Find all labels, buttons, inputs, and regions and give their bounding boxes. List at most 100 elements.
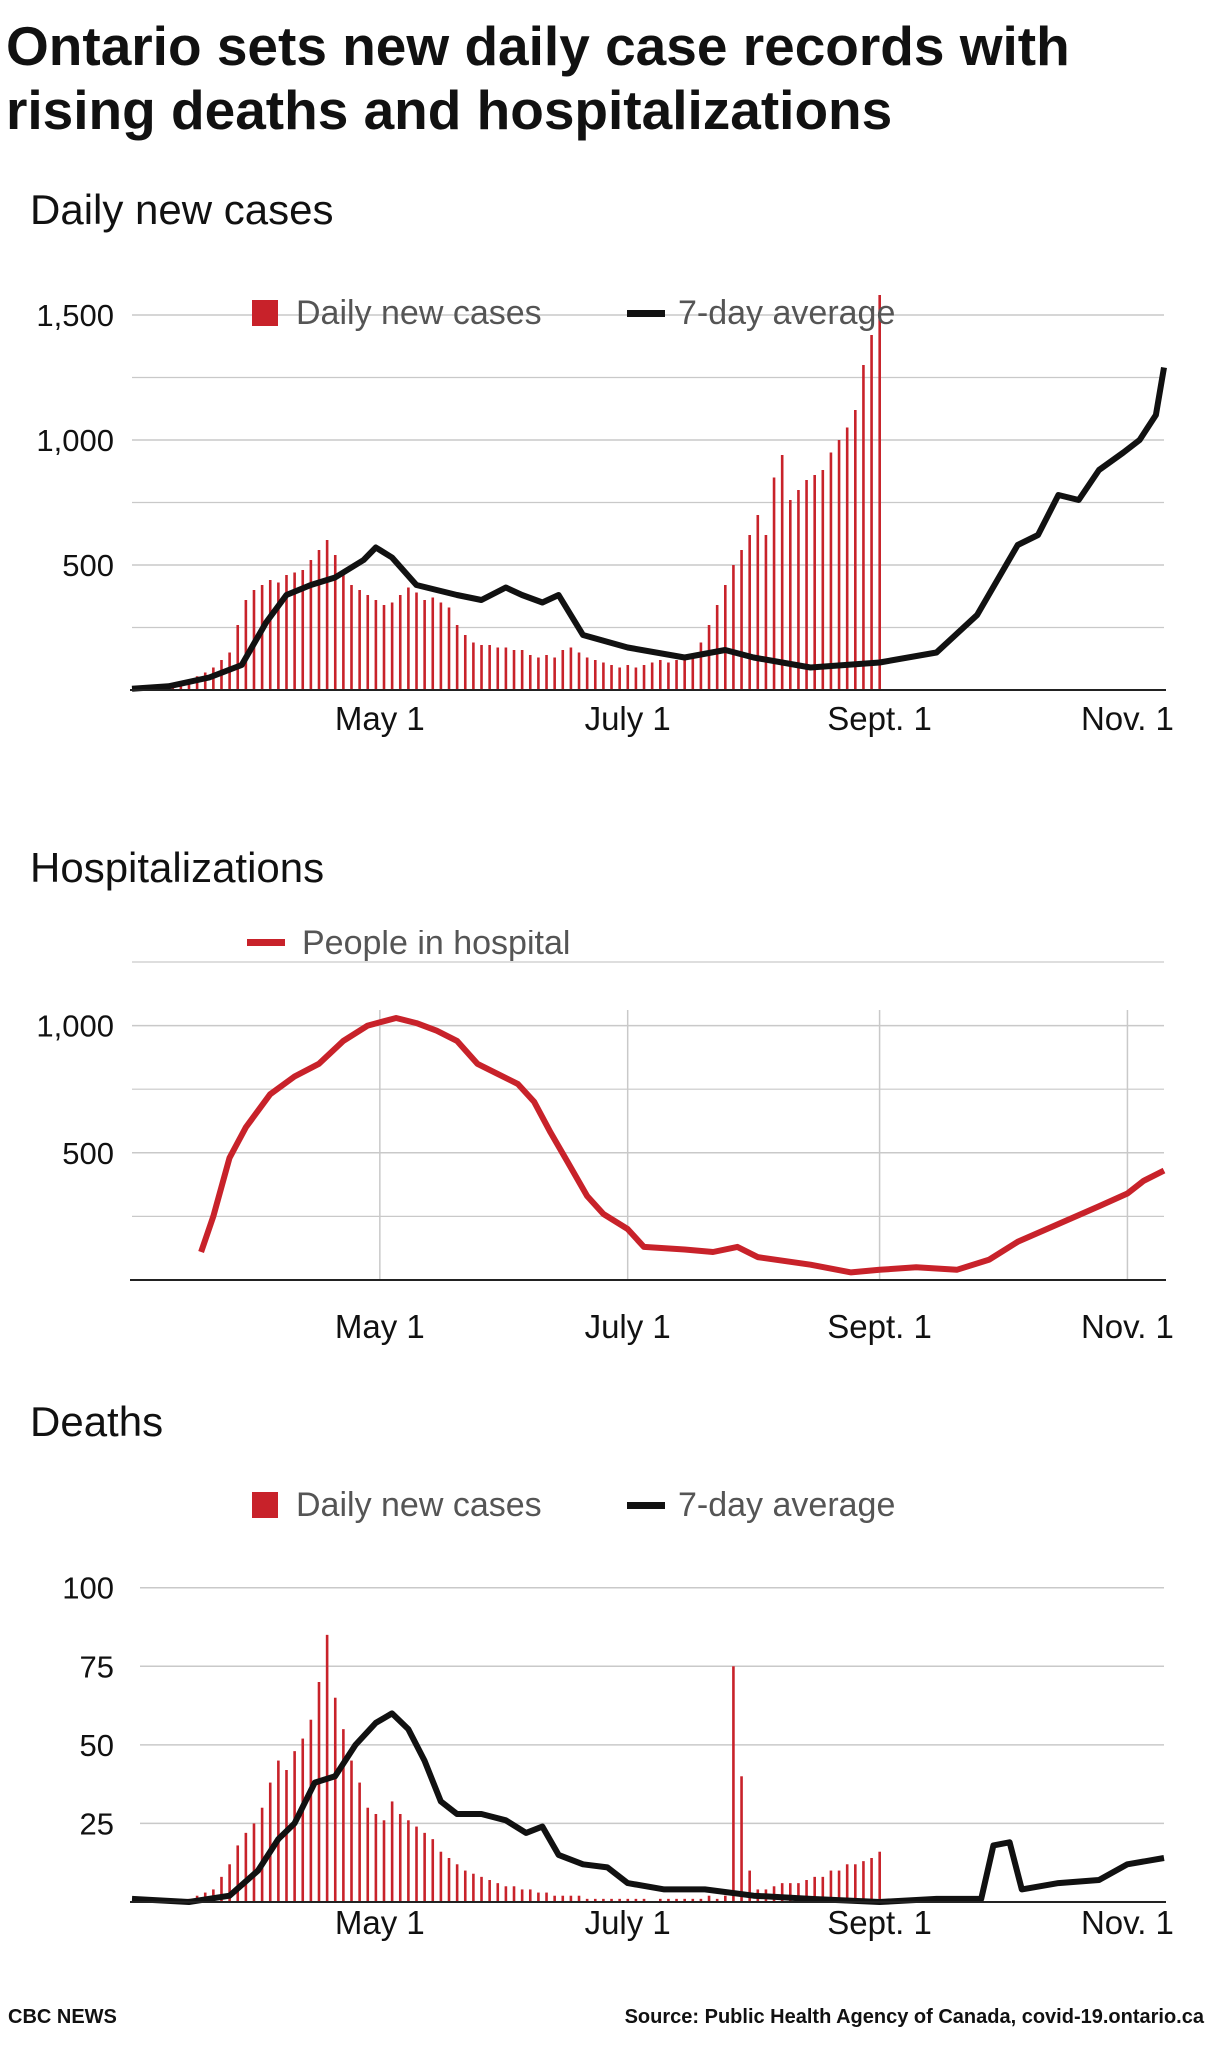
cases-bar	[317, 550, 321, 690]
deaths-y-tick-label: 75	[80, 1649, 114, 1684]
deaths-bar	[439, 1851, 443, 1902]
cases-7-day-average-line	[131, 366, 1167, 692]
cases-bar	[439, 602, 443, 690]
deaths-bar	[220, 1876, 223, 1902]
deaths-bar	[260, 1807, 264, 1902]
deaths-bar	[821, 1876, 825, 1902]
cases-x-tick-label: Nov. 1	[1081, 700, 1174, 737]
cases-bar	[593, 660, 597, 690]
deaths-y-tick-label: 100	[62, 1571, 114, 1606]
deaths-bar	[317, 1682, 321, 1902]
deaths-bar	[658, 1898, 662, 1902]
cases-legend-bars-label: Daily new cases	[296, 294, 542, 332]
cases-bar	[789, 500, 792, 690]
cases-bar	[845, 427, 849, 690]
deaths-bar	[398, 1814, 402, 1902]
cases-bar	[268, 580, 272, 690]
deaths-bar	[797, 1883, 800, 1902]
cases-y-tick-label: 1,000	[36, 423, 114, 458]
cases-bar	[723, 585, 727, 690]
cases-bar	[187, 680, 191, 690]
deaths-bar	[277, 1760, 280, 1902]
deaths-bar	[699, 1898, 703, 1902]
deaths-bar	[634, 1898, 638, 1902]
deaths-bar	[447, 1858, 451, 1902]
cases-y-tick-label: 1,500	[36, 298, 114, 333]
hospital-legend: People in hospital	[247, 930, 570, 962]
cases-bar	[862, 365, 865, 690]
cases-bar	[675, 660, 678, 690]
deaths-bar	[805, 1880, 808, 1902]
hosp-y-tick-label: 1,000	[36, 1009, 114, 1044]
cases-bar	[309, 560, 313, 690]
cases-bar	[707, 625, 711, 690]
cases-bar	[520, 650, 524, 690]
deaths-bar	[236, 1845, 240, 1902]
deaths-bar	[707, 1895, 711, 1902]
deaths-bar	[569, 1895, 573, 1902]
deaths-bar	[780, 1883, 784, 1902]
cases-bar	[626, 665, 630, 690]
cases-bar	[699, 642, 703, 690]
deaths-bar	[252, 1823, 256, 1902]
cases-bar	[382, 605, 386, 690]
deaths-bar	[618, 1898, 621, 1902]
deaths-bar	[268, 1782, 272, 1902]
page-title: Ontario sets new daily case records with…	[6, 15, 1070, 141]
deaths-bar	[415, 1826, 418, 1902]
cases-bar	[683, 657, 686, 690]
deaths-bar	[390, 1801, 394, 1902]
deaths-bar	[675, 1898, 678, 1902]
cases-bar	[813, 475, 816, 690]
deaths-bar	[431, 1839, 435, 1902]
deaths-bars	[130, 1634, 881, 1903]
cases-bar	[691, 655, 695, 690]
hospital-chart-title: Hospitalizations	[30, 844, 325, 891]
cases-bar	[837, 440, 841, 690]
deaths-bar	[748, 1870, 751, 1902]
deaths-bar	[715, 1898, 719, 1902]
deaths-bar	[626, 1898, 630, 1902]
cases-legend-bar-swatch	[252, 300, 278, 326]
deaths-x-tick-label: Nov. 1	[1081, 1904, 1174, 1941]
deaths-7-day-average-line	[131, 1710, 1165, 1905]
cases-bar	[561, 650, 565, 690]
cases-bar	[577, 652, 581, 690]
deaths-bar	[309, 1719, 313, 1902]
deaths-bar	[358, 1782, 361, 1902]
hospital-legend-label: People in hospital	[302, 930, 570, 962]
deaths-chart-title: Deaths	[30, 1398, 164, 1445]
cases-x-tick-label: Sept. 1	[827, 700, 932, 737]
cases-bar	[764, 535, 768, 690]
hospital-legend-line-swatch	[247, 939, 285, 946]
cases-bar	[350, 585, 353, 690]
deaths-bar	[723, 1895, 727, 1902]
cases-bar	[455, 625, 459, 690]
deaths-bar	[667, 1898, 670, 1902]
deaths-bar	[333, 1697, 337, 1902]
cases-chart-title: Daily new cases	[30, 186, 334, 233]
deaths-bar	[878, 1851, 881, 1902]
hosp-y-tick-label: 500	[62, 1136, 114, 1171]
cases-bar	[545, 655, 548, 690]
cases-bar	[496, 647, 500, 690]
deaths-bar	[561, 1895, 565, 1902]
cases-bar	[512, 650, 516, 690]
cases-bar	[870, 335, 873, 690]
deaths-bar	[837, 1870, 841, 1902]
deaths-chart: 25 50 75 100 May 1 July 1 Sept. 1 Nov. 1 Daily…	[62, 1486, 1174, 1941]
deaths-bar	[813, 1876, 816, 1902]
cases-x-tick-label: July 1	[585, 700, 671, 737]
cases-bar	[407, 587, 410, 690]
cases-bar	[285, 575, 288, 690]
deaths-bar	[512, 1886, 516, 1902]
deaths-legend-bar-swatch	[252, 1492, 278, 1518]
cases-bar	[772, 477, 776, 690]
cases-bar	[236, 625, 240, 690]
deaths-bar	[593, 1898, 597, 1902]
cases-bar	[878, 295, 881, 690]
cases-bar	[398, 595, 402, 690]
deaths-bar	[537, 1892, 540, 1902]
deaths-bar	[504, 1886, 508, 1902]
deaths-bar	[732, 1666, 735, 1902]
